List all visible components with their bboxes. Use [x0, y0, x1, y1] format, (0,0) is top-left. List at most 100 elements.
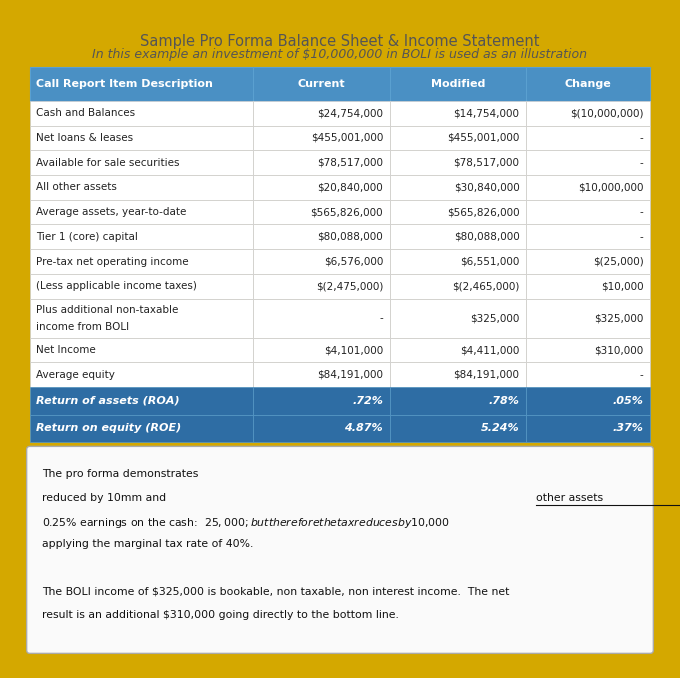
- Bar: [390, 250, 526, 274]
- Bar: [253, 151, 390, 175]
- Bar: [390, 151, 526, 175]
- Text: income from BOLI: income from BOLI: [37, 322, 130, 332]
- Bar: [253, 274, 390, 298]
- Bar: [390, 101, 526, 125]
- Text: .05%: .05%: [613, 396, 643, 406]
- Bar: [253, 414, 390, 442]
- Text: $80,088,000: $80,088,000: [454, 232, 520, 242]
- Text: Average equity: Average equity: [37, 370, 116, 380]
- Bar: [30, 274, 253, 298]
- Bar: [526, 338, 650, 363]
- Text: 5.24%: 5.24%: [481, 423, 520, 433]
- Text: $565,826,000: $565,826,000: [447, 207, 520, 217]
- Text: The pro forma demonstrates: The pro forma demonstrates: [41, 469, 201, 479]
- Bar: [390, 274, 526, 298]
- Text: $(2,465,000): $(2,465,000): [452, 281, 520, 292]
- Text: $6,576,000: $6,576,000: [324, 256, 383, 266]
- Text: $325,000: $325,000: [470, 313, 520, 323]
- Text: $(2,475,000): $(2,475,000): [316, 281, 383, 292]
- Text: 4.87%: 4.87%: [345, 423, 383, 433]
- Text: Tier 1 (core) capital: Tier 1 (core) capital: [37, 232, 138, 242]
- Text: Modified: Modified: [430, 79, 485, 89]
- Text: $(25,000): $(25,000): [593, 256, 643, 266]
- Bar: [30, 101, 253, 125]
- Text: $78,517,000: $78,517,000: [317, 157, 383, 167]
- Bar: [30, 363, 253, 387]
- Text: .78%: .78%: [489, 396, 520, 406]
- Text: All other assets: All other assets: [37, 182, 118, 193]
- Text: Return on equity (ROE): Return on equity (ROE): [37, 423, 182, 433]
- Bar: [390, 200, 526, 224]
- Bar: [526, 101, 650, 125]
- Bar: [30, 175, 253, 200]
- Bar: [30, 414, 253, 442]
- Text: -: -: [640, 370, 643, 380]
- Text: result is an additional $310,000 going directly to the bottom line.: result is an additional $310,000 going d…: [41, 610, 398, 620]
- Text: $565,826,000: $565,826,000: [311, 207, 383, 217]
- Bar: [253, 200, 390, 224]
- Text: -: -: [379, 313, 383, 323]
- Text: $6,551,000: $6,551,000: [460, 256, 520, 266]
- Text: $(10,000,000): $(10,000,000): [570, 108, 643, 118]
- Text: Call Report Item Description: Call Report Item Description: [37, 79, 214, 89]
- Bar: [253, 175, 390, 200]
- Bar: [30, 338, 253, 363]
- Bar: [30, 298, 253, 338]
- Text: $84,191,000: $84,191,000: [317, 370, 383, 380]
- Bar: [253, 363, 390, 387]
- Text: The BOLI income of $325,000 is bookable, non taxable, non interest income.  The : The BOLI income of $325,000 is bookable,…: [41, 586, 509, 597]
- Bar: [390, 363, 526, 387]
- Text: $30,840,000: $30,840,000: [454, 182, 520, 193]
- FancyBboxPatch shape: [27, 446, 653, 654]
- Text: Net Income: Net Income: [37, 345, 96, 355]
- Bar: [526, 414, 650, 442]
- Text: other assets: other assets: [536, 493, 602, 502]
- Text: -: -: [640, 207, 643, 217]
- Text: -: -: [640, 133, 643, 143]
- Text: .72%: .72%: [352, 396, 383, 406]
- Bar: [526, 274, 650, 298]
- Text: Pre-tax net operating income: Pre-tax net operating income: [37, 256, 189, 266]
- Text: $80,088,000: $80,088,000: [318, 232, 383, 242]
- Bar: [253, 67, 390, 101]
- Text: Average assets, year-to-date: Average assets, year-to-date: [37, 207, 187, 217]
- Bar: [526, 298, 650, 338]
- Bar: [30, 200, 253, 224]
- Text: .37%: .37%: [613, 423, 643, 433]
- Bar: [253, 338, 390, 363]
- Text: Current: Current: [298, 79, 345, 89]
- Text: $4,101,000: $4,101,000: [324, 345, 383, 355]
- Bar: [390, 224, 526, 250]
- Text: (Less applicable income taxes): (Less applicable income taxes): [37, 281, 197, 292]
- Bar: [253, 250, 390, 274]
- Bar: [526, 250, 650, 274]
- Bar: [253, 387, 390, 414]
- Bar: [253, 101, 390, 125]
- Bar: [526, 151, 650, 175]
- Text: reduced by 10mm and: reduced by 10mm and: [41, 493, 169, 502]
- Text: -: -: [640, 232, 643, 242]
- Bar: [390, 125, 526, 151]
- Bar: [30, 387, 253, 414]
- Text: $24,754,000: $24,754,000: [317, 108, 383, 118]
- Bar: [526, 224, 650, 250]
- Bar: [30, 125, 253, 151]
- Bar: [30, 151, 253, 175]
- Bar: [390, 387, 526, 414]
- Text: $325,000: $325,000: [594, 313, 643, 323]
- Text: Plus additional non-taxable: Plus additional non-taxable: [37, 304, 179, 315]
- Bar: [253, 298, 390, 338]
- Bar: [390, 338, 526, 363]
- Bar: [526, 125, 650, 151]
- Bar: [30, 224, 253, 250]
- Text: -: -: [640, 157, 643, 167]
- Bar: [526, 387, 650, 414]
- Text: Cash and Balances: Cash and Balances: [37, 108, 135, 118]
- Bar: [526, 200, 650, 224]
- Bar: [390, 298, 526, 338]
- Text: $84,191,000: $84,191,000: [454, 370, 520, 380]
- Text: Available for sale securities: Available for sale securities: [37, 157, 180, 167]
- Text: $14,754,000: $14,754,000: [454, 108, 520, 118]
- Text: applying the marginal tax rate of 40%.: applying the marginal tax rate of 40%.: [41, 540, 253, 549]
- Text: $455,001,000: $455,001,000: [311, 133, 383, 143]
